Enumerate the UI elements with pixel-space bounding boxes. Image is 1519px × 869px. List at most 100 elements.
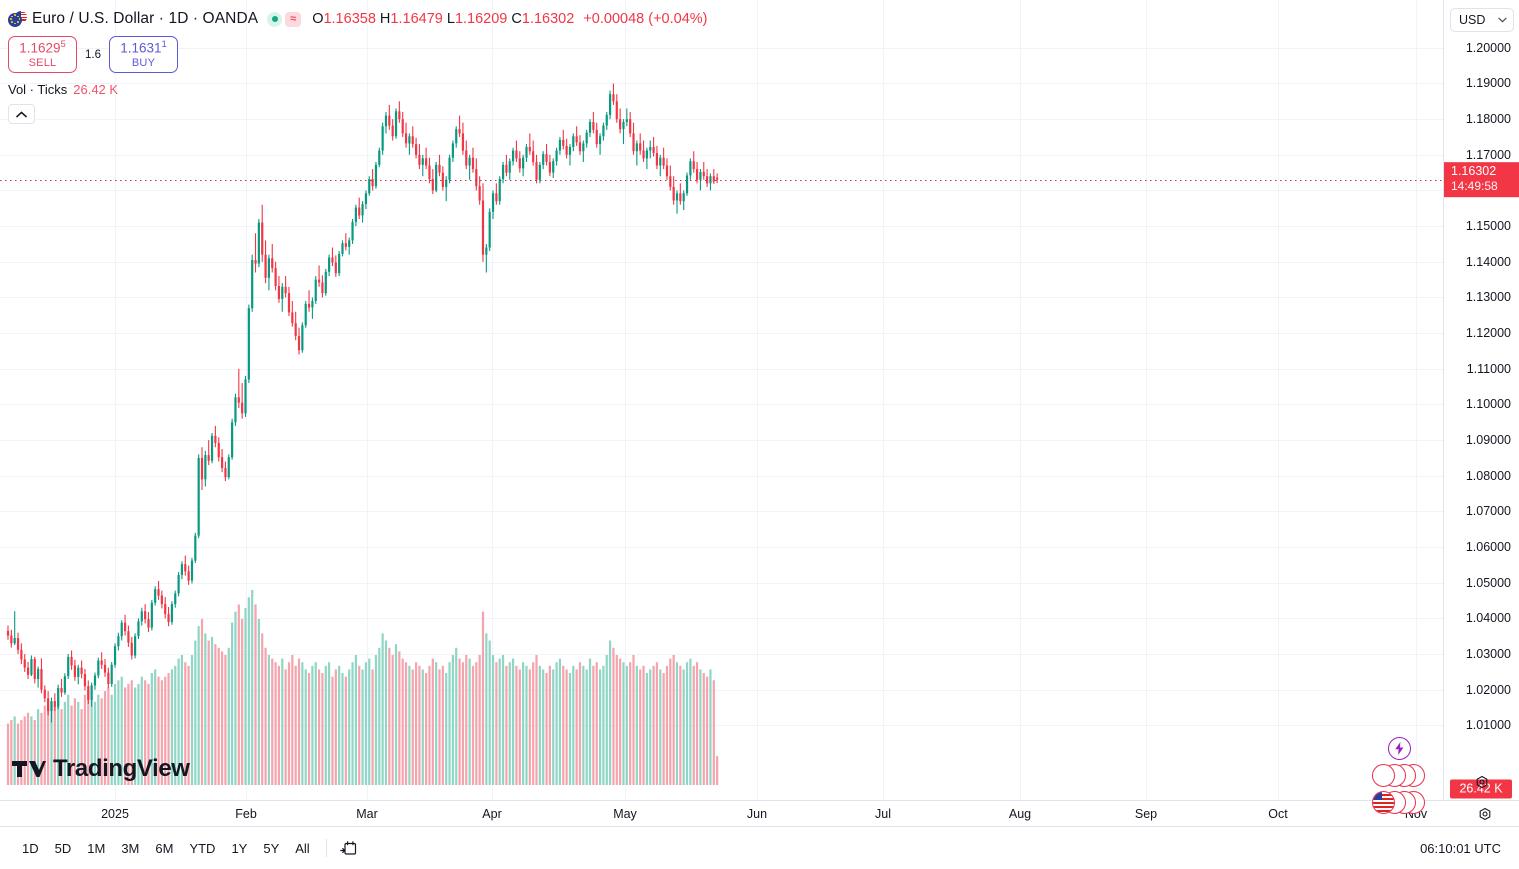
trade-buttons-row: 1.16295 SELL 1.6 1.16311 BUY [8,36,707,73]
volume-bar [632,655,635,785]
goto-date-icon [340,840,357,855]
candle-body [53,701,56,707]
candle-body [13,638,16,644]
candle-body [177,574,180,594]
volume-bar [60,709,63,785]
volume-value-tag: 26.42 K [1450,779,1512,799]
goto-date-button[interactable] [337,836,361,860]
range-button-all[interactable]: All [295,840,310,856]
volume-bar [528,669,531,785]
candle-body [284,286,287,294]
volume-bar [625,665,628,785]
range-button-5d[interactable]: 5D [54,840,72,856]
candle-body [555,150,558,162]
volume-bar [665,665,669,785]
candle-body [595,129,598,145]
volume-bar [414,662,418,785]
candle-body [572,136,575,147]
volume-legend-row[interactable]: Vol · Ticks 26.42 K [8,82,707,97]
time-axis-settings-button[interactable] [1475,805,1495,825]
candle-body [461,133,465,151]
volume-bar [251,590,254,785]
volume-bar [652,665,655,785]
volume-bar [659,669,662,785]
candle-body [257,222,260,264]
volume-bar [297,658,301,785]
candle-body [164,604,167,615]
candle-body [144,611,147,620]
time-axis[interactable]: 2025 Feb Mar Apr May Jun Jul Aug Sep Oct Nov [0,800,1519,827]
candle-body [83,674,87,687]
volume-bar [140,676,143,785]
range-button-1d[interactable]: 1D [22,840,39,856]
candle-body [552,161,555,173]
time-axis-label: Aug [1008,807,1032,821]
volume-bar [261,633,264,785]
date-range-buttons: 1D 5D 1M 3M 6M YTD 1Y 5Y All [0,837,318,860]
volume-bar [481,611,485,785]
lightning-bolt-icon[interactable] [1387,737,1411,760]
candle-body [210,435,214,461]
range-button-ytd[interactable]: YTD [189,840,216,856]
currency-selector[interactable]: USD [1450,8,1514,32]
volume-bar [197,626,200,785]
time-axis-label: Feb [235,807,257,821]
toolbar-divider [325,839,327,857]
symbol-legend-row[interactable]: Euro / U.S. Dollar · 1D · OANDA ≈ O1.163… [8,8,707,30]
range-button-3m[interactable]: 3M [121,840,140,856]
usd-currency-stack-icon[interactable] [1372,791,1426,814]
volume-bar [257,618,260,785]
price-tick-label: 1.17000 [1465,147,1511,162]
price-tick-label: 1.10000 [1465,397,1511,412]
volume-bar [548,665,551,785]
time-axis-label: May [613,807,637,821]
volume-bar [689,658,692,785]
volume-bar [43,705,46,785]
volume-bar [495,662,498,785]
price-axis-settings-button[interactable] [1471,772,1493,794]
clock-label[interactable]: 06:10:01 UTC [1420,840,1501,856]
chevron-up-icon [16,111,27,117]
candle-body [498,179,501,202]
eur-currency-stack-icon[interactable] [1372,764,1426,787]
volume-bar [712,680,715,785]
sell-button[interactable]: 1.16295 SELL [8,36,77,73]
sell-price: 1.16295 [19,38,66,56]
candle-body [468,157,471,166]
symbol-title[interactable]: Euro / U.S. Dollar · 1D · OANDA [32,10,259,27]
volume-bar [706,676,709,785]
volume-bar [190,655,194,785]
volume-bar [401,658,404,785]
candle-body [274,268,277,287]
collapse-legend-button[interactable] [8,104,35,124]
range-button-6m[interactable]: 6M [155,840,174,856]
volume-bar [568,673,572,785]
range-button-5y[interactable]: 5Y [263,840,280,856]
volume-bar [602,665,605,785]
candle-body [187,571,190,581]
volume-bar [515,665,518,785]
spread-value: 1.6 [85,48,101,61]
range-button-1m[interactable]: 1M [87,840,106,856]
volume-bar [448,662,451,785]
volume-bar [435,662,438,785]
volume-bar [247,597,250,785]
chart-canvas[interactable] [0,0,1443,800]
candle-body [331,257,334,263]
volume-bar [512,658,515,785]
candle-body [662,157,665,166]
price-axis[interactable]: USD 1.200001.190001.180001.170001.160001… [1443,0,1519,800]
bottom-toolbar: 1D 5D 1M 3M 6M YTD 1Y 5Y All 06:10:01 UTC [0,827,1519,869]
candle-body [180,564,184,575]
volume-bar [421,669,424,785]
candle-body [224,467,227,478]
volume-bar [287,662,291,785]
buy-button[interactable]: 1.16311 BUY [109,36,178,73]
range-button-1y[interactable]: 1Y [231,840,248,856]
volume-bar [160,680,163,785]
volume-bar [67,694,70,785]
volume-bar [488,640,491,785]
volume-bar [214,644,217,785]
candle-body [491,193,495,212]
candle-body [287,293,291,313]
